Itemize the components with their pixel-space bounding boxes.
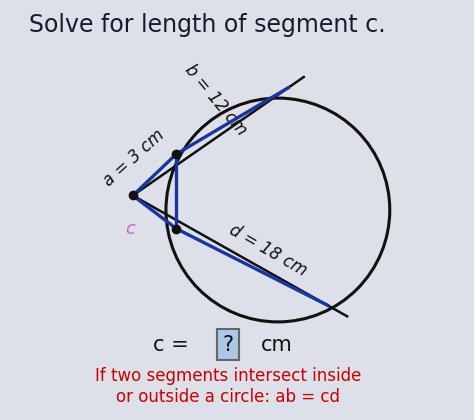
- Text: ?: ?: [223, 335, 234, 355]
- Text: c =: c =: [153, 335, 195, 355]
- Text: c: c: [125, 220, 135, 238]
- Text: cm: cm: [261, 335, 293, 355]
- Text: Solve for length of segment c.: Solve for length of segment c.: [29, 13, 386, 37]
- Text: If two segments intersect inside
or outside a circle: ab = cd: If two segments intersect inside or outs…: [95, 367, 361, 406]
- Text: d = 18 cm: d = 18 cm: [227, 221, 310, 280]
- Text: a = 3 cm: a = 3 cm: [100, 126, 168, 190]
- Text: b = 12 cm: b = 12 cm: [181, 61, 250, 139]
